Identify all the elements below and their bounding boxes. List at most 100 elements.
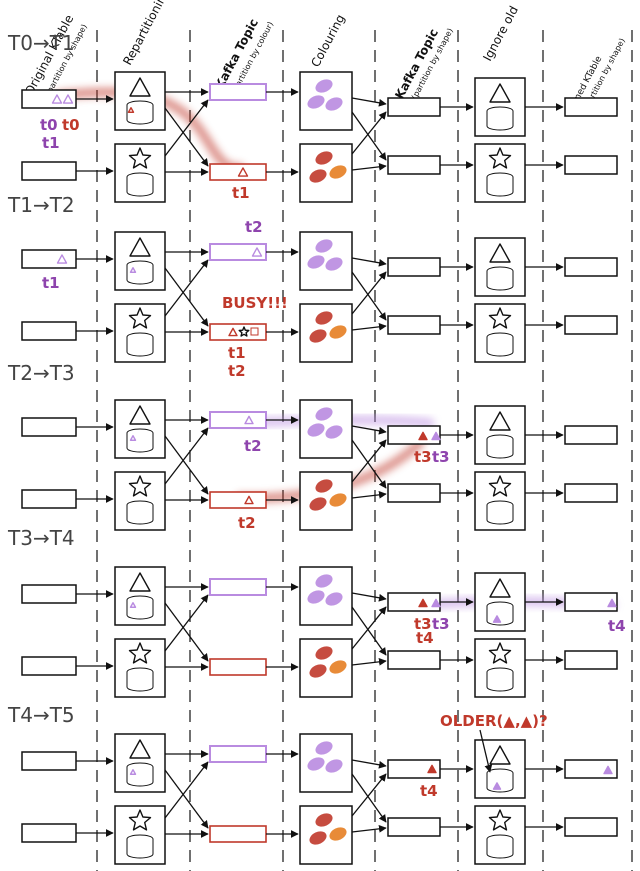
- time-label: t1: [42, 134, 60, 152]
- colour-blob: [315, 79, 333, 93]
- arrow: [351, 257, 387, 267]
- colour-blob: [315, 813, 333, 827]
- triangle-icon: [129, 572, 151, 592]
- triangle-icon: [244, 415, 254, 425]
- colour-blob: [315, 741, 333, 755]
- colour-blob: [307, 757, 325, 771]
- kafka-topic-shape-box: [387, 155, 441, 175]
- kafka-topic-shape-box: [387, 97, 441, 117]
- state-store-icon: [486, 106, 514, 131]
- colour-blob: [315, 239, 333, 253]
- kafka-topic-shape-box: [387, 315, 441, 335]
- joined-ktable-box: [564, 155, 618, 175]
- kafka-topic-purple: [209, 411, 267, 429]
- star-icon: [488, 475, 512, 497]
- time-label: t2: [245, 218, 263, 236]
- arrow: [164, 99, 209, 157]
- colour-blob: [315, 646, 333, 660]
- triangle-icon: [129, 769, 137, 775]
- star-icon: [488, 147, 512, 169]
- colour-blob: [315, 407, 333, 421]
- triangle-icon: [489, 578, 511, 598]
- joined-ktable-box: [564, 257, 618, 277]
- colour-blob: [309, 664, 327, 678]
- kafka-topic-shape-box: [387, 425, 441, 445]
- original-ktable-box: [21, 321, 77, 341]
- state-store-icon: [126, 332, 154, 357]
- arrow: [164, 267, 209, 327]
- arrow: [351, 97, 387, 107]
- colour-blob: [325, 592, 343, 606]
- triangle-icon: [251, 247, 263, 257]
- arrow: [351, 657, 387, 666]
- colour-blob: [329, 325, 347, 339]
- time-label: t1: [232, 184, 250, 202]
- stage-label: T4→T5: [7, 703, 75, 727]
- arrow: [164, 435, 209, 495]
- triangle-icon: [244, 495, 254, 505]
- colour-blob: [329, 827, 347, 841]
- arrow: [351, 439, 387, 483]
- state-store-icon: [486, 667, 514, 692]
- star-icon: [128, 147, 152, 169]
- triangle-icon: [489, 745, 511, 765]
- arrow: [351, 111, 387, 161]
- arrow: [351, 606, 387, 656]
- kafka-topic-red: [209, 163, 267, 181]
- colour-blob: [309, 329, 327, 343]
- triangle-icon: [489, 243, 511, 263]
- arrow: [351, 322, 387, 331]
- star-icon: [128, 642, 152, 664]
- kafka-topic-purple: [209, 745, 267, 763]
- time-label: t4: [416, 629, 434, 647]
- arrow: [164, 107, 209, 167]
- arrow: [164, 427, 209, 485]
- triangle-icon: [431, 431, 441, 441]
- stage-5: T4→T5 OLDER(▲,▲)? t4: [7, 703, 618, 865]
- arrow: [351, 773, 387, 817]
- kafka-topic-shape-box: [387, 483, 441, 503]
- arrow: [164, 594, 209, 652]
- triangle-icon: [427, 764, 437, 774]
- arrow: [351, 759, 387, 769]
- header-repartitioning: Repartitioning: [120, 0, 172, 67]
- arrow: [351, 271, 387, 321]
- triangle-icon: [431, 598, 441, 608]
- event-flow-highlight: [55, 87, 245, 173]
- square-icon: [250, 327, 259, 336]
- time-label: t1: [228, 344, 246, 362]
- time-label: t0: [40, 116, 58, 134]
- triangle-icon: [418, 598, 428, 608]
- colour-blob: [315, 479, 333, 493]
- kafka-topic-shape-box: [387, 257, 441, 277]
- original-ktable-box: [21, 489, 77, 509]
- arrow: [351, 111, 387, 155]
- arrow: [351, 773, 387, 823]
- state-store-icon: [486, 434, 514, 459]
- star-icon: [488, 809, 512, 831]
- state-store-icon: [486, 172, 514, 197]
- state-store-icon: [486, 834, 514, 859]
- kafka-topic-red: [209, 825, 267, 843]
- original-ktable-box: [21, 751, 77, 771]
- time-label: t4: [608, 617, 626, 635]
- time-label: t3: [414, 615, 432, 633]
- triangle-icon: [129, 77, 151, 97]
- stage-label: T2→T3: [7, 361, 75, 385]
- colour-blob: [315, 311, 333, 325]
- colour-blob: [329, 660, 347, 674]
- column-separators: [96, 30, 633, 871]
- time-label: t3: [432, 615, 450, 633]
- triangle-icon: [129, 602, 137, 608]
- stage-label: T0→T1: [7, 31, 75, 55]
- time-label: t1: [42, 274, 60, 292]
- state-store-icon: [486, 332, 514, 357]
- joined-ktable-box: [564, 483, 618, 503]
- colour-blob: [307, 590, 325, 604]
- colour-blob: [325, 97, 343, 111]
- joined-ktable-box: [564, 97, 618, 117]
- triangle-icon: [228, 327, 238, 337]
